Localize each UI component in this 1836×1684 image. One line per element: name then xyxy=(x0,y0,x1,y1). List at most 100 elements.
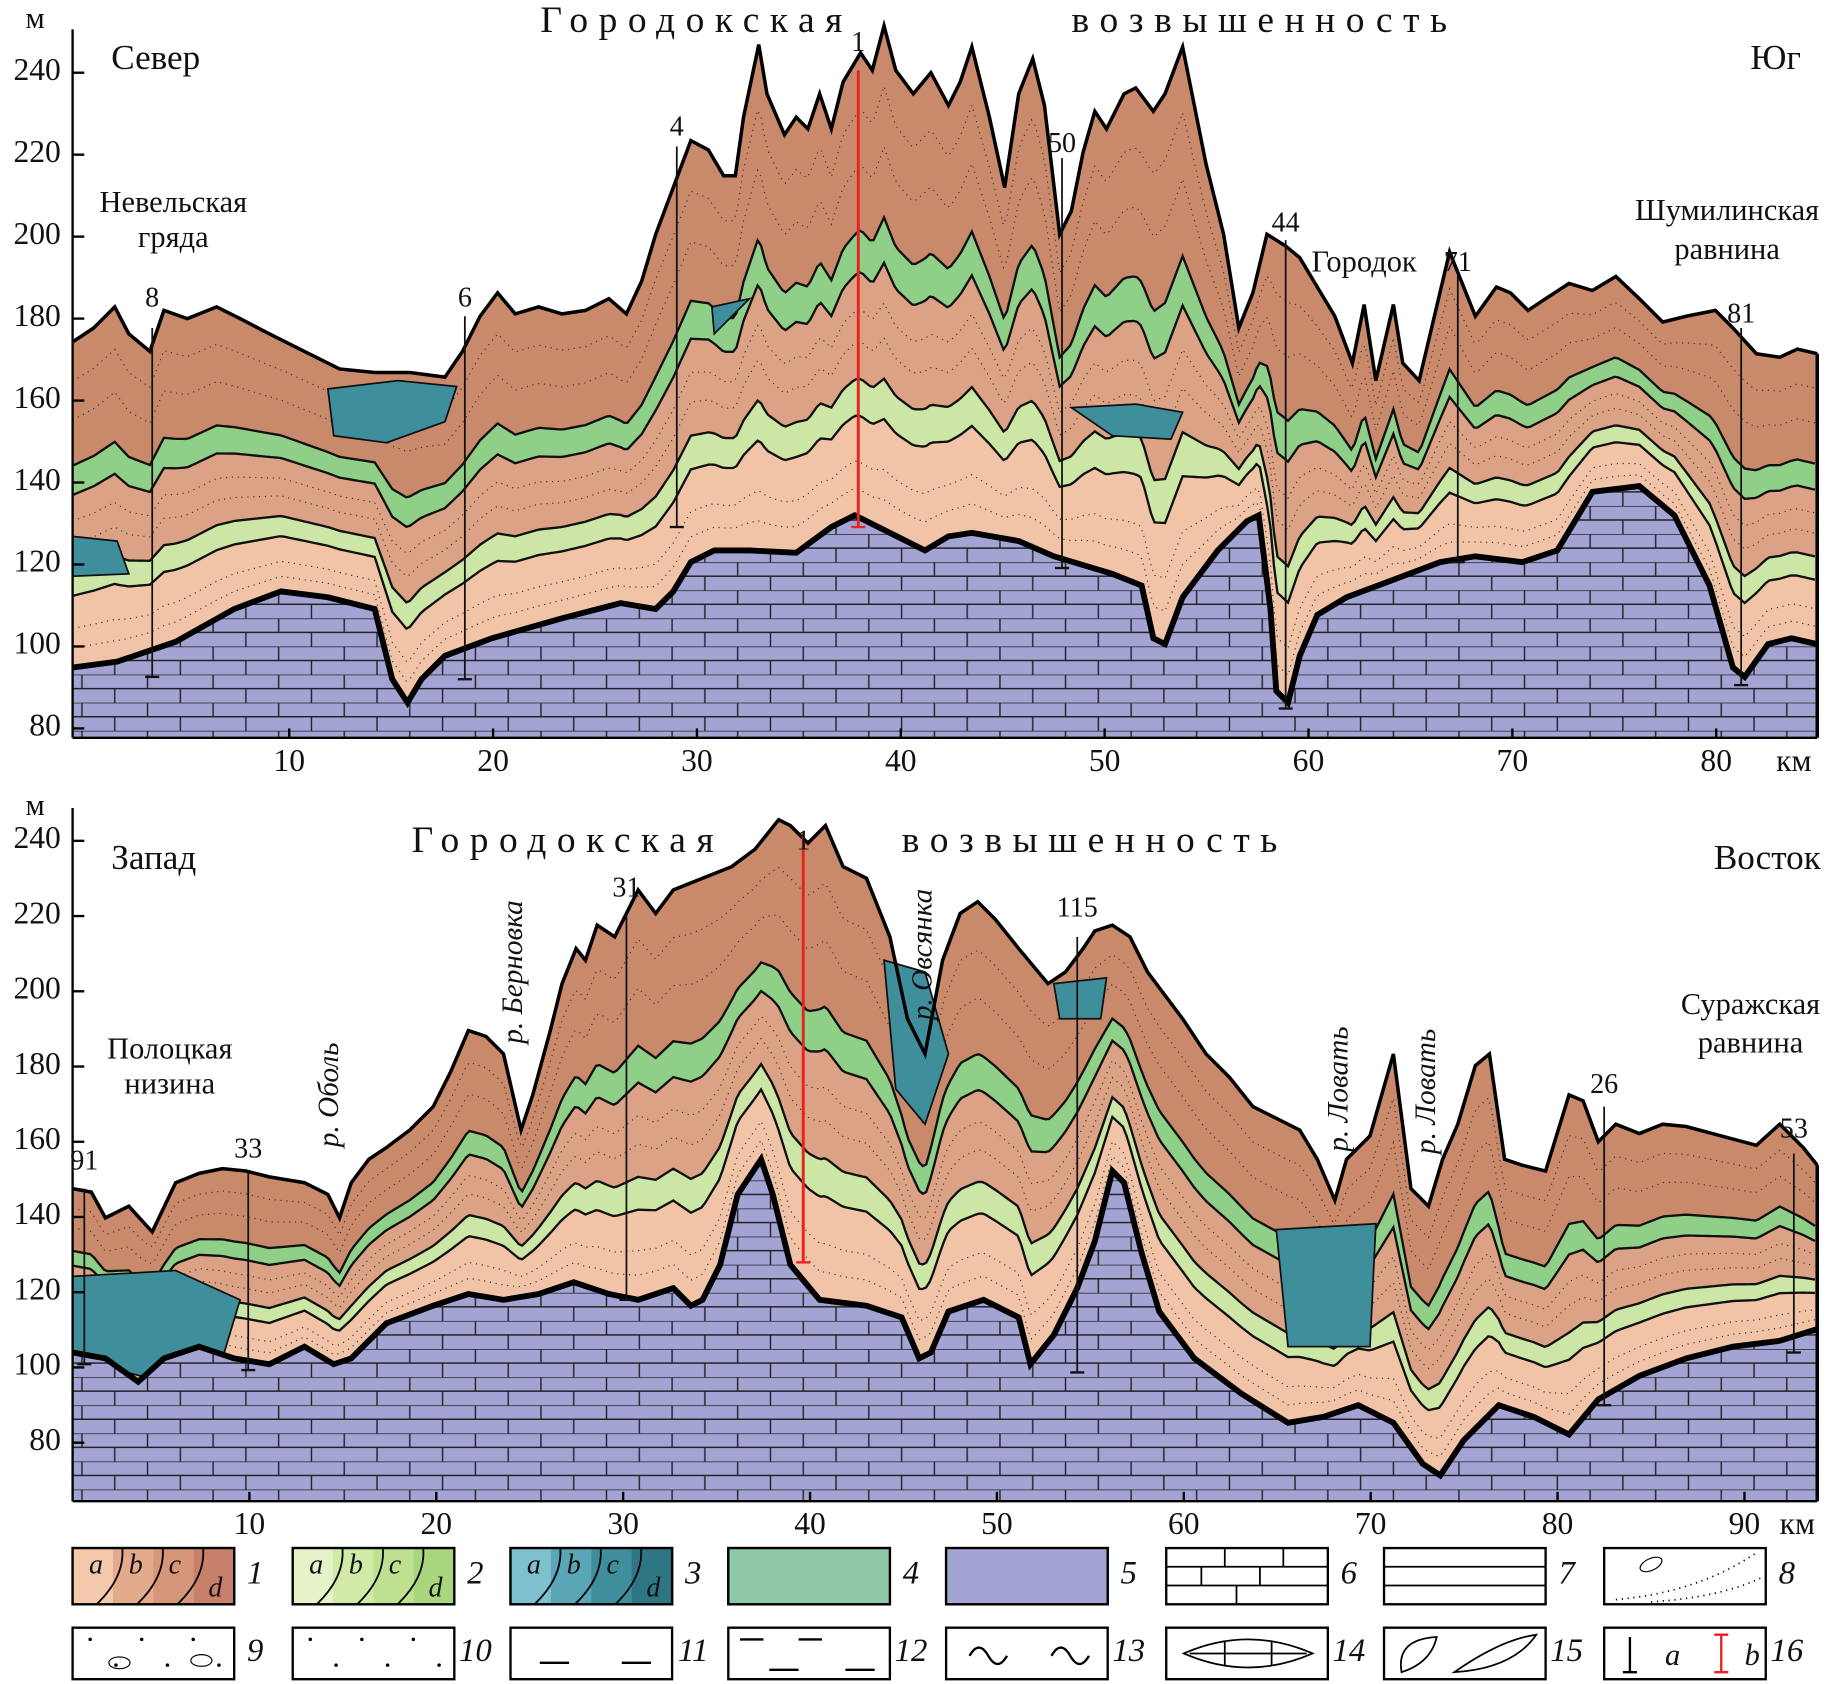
legend-dot xyxy=(437,1663,441,1667)
legend-dot xyxy=(385,1663,390,1667)
bedding-line xyxy=(72,914,1816,1270)
x-tick-label: 30 xyxy=(681,743,713,778)
legend-number: 14 xyxy=(1333,1633,1366,1669)
legend-pattern xyxy=(968,1646,1090,1666)
y-tick-label: 180 xyxy=(13,1046,60,1081)
legend-number: 9 xyxy=(247,1633,263,1669)
x-tick-label: 30 xyxy=(607,1506,639,1541)
legend-swatch xyxy=(373,1548,415,1605)
clay-lens xyxy=(326,379,458,444)
borehole-label: 31 xyxy=(612,872,640,903)
y-unit: м xyxy=(25,788,44,822)
y-tick-label: 220 xyxy=(13,895,60,930)
y-tick-label: 240 xyxy=(13,52,60,87)
y-tick-label: 240 xyxy=(13,820,60,855)
legend-item: a b cd 1 xyxy=(71,1546,263,1606)
legend-swatch xyxy=(510,1548,552,1605)
borehole-label: 44 xyxy=(1272,207,1300,238)
borehole-label: 53 xyxy=(1780,1114,1808,1145)
clay-lens xyxy=(1275,1222,1377,1348)
place-name: низина xyxy=(124,1067,215,1101)
y-unit: м xyxy=(25,1,44,35)
legend-number: 15 xyxy=(1550,1633,1583,1669)
legend-box xyxy=(509,1626,674,1681)
bedding-line xyxy=(72,1138,1816,1458)
legend-dot xyxy=(308,1637,313,1642)
bedding-line xyxy=(72,460,1816,663)
y-tick-label: 100 xyxy=(13,626,60,661)
x-tick-label: 10 xyxy=(234,1506,266,1541)
x-tick-label: 40 xyxy=(885,743,917,778)
direction-right: Восток xyxy=(1714,838,1822,877)
x-tick-label: 80 xyxy=(1700,743,1732,778)
layer-boundary xyxy=(72,414,1816,631)
y-tick-label: 120 xyxy=(13,1271,60,1306)
layer xyxy=(72,1064,1815,1411)
legend-item: 10 xyxy=(291,1626,492,1681)
legend-box xyxy=(727,1626,892,1681)
bedding-line xyxy=(72,1037,1816,1370)
legend-box xyxy=(509,1546,674,1606)
legend-box xyxy=(291,1546,456,1606)
legend-swatch xyxy=(631,1548,673,1605)
x-tick-label: 80 xyxy=(1542,1506,1574,1541)
x-tick-label: 10 xyxy=(273,743,305,778)
x-tick-label: 50 xyxy=(1089,743,1121,778)
river-name: р. Ловать xyxy=(1322,1026,1354,1153)
legend-swatch xyxy=(72,1548,114,1605)
legend-part: b xyxy=(1745,1638,1760,1672)
legend-item: 7 xyxy=(1382,1546,1576,1606)
legend-number: 1 xyxy=(247,1556,263,1592)
legend-item: 4 xyxy=(727,1546,919,1606)
layer-boundary xyxy=(72,961,1816,1308)
layer-boundary xyxy=(72,214,1816,499)
legend-divider xyxy=(396,1547,425,1605)
direction-right: Юг xyxy=(1750,38,1801,77)
legend-divider xyxy=(316,1547,344,1605)
borehole-label: 91 xyxy=(70,1145,98,1176)
legend-box xyxy=(944,1626,1109,1681)
layer-boundary xyxy=(72,1061,1816,1391)
y-tick-label: 220 xyxy=(13,134,60,169)
legend-item: a b cd 2 xyxy=(291,1546,484,1606)
legend-item: 11 xyxy=(509,1626,708,1681)
legend-item: 14 xyxy=(1165,1626,1366,1681)
clay-lens xyxy=(883,959,950,1126)
legend-swatch xyxy=(591,1548,633,1605)
place-name: Полоцкая xyxy=(107,1032,232,1066)
y-tick-label: 200 xyxy=(13,971,60,1006)
borehole-label: 6 xyxy=(458,282,472,313)
place-name: равнина xyxy=(1698,1026,1804,1060)
place-name: Суражская xyxy=(1681,987,1820,1021)
legend-pattern xyxy=(1399,1633,1539,1674)
legend-number: 4 xyxy=(903,1556,919,1592)
layer-boundary xyxy=(72,377,1816,604)
legend-dot xyxy=(360,1637,364,1642)
legend-swatch xyxy=(333,1548,375,1605)
y-tick-label: 120 xyxy=(13,544,60,579)
legend-dot xyxy=(114,1663,118,1667)
legend-pattern xyxy=(1384,1565,1546,1587)
x-unit: км xyxy=(1780,1506,1815,1541)
x-tick-label: 60 xyxy=(1168,1506,1200,1541)
x-tick-label: 40 xyxy=(794,1506,826,1541)
legend-swatch xyxy=(944,1546,1109,1606)
x-unit: км xyxy=(1776,743,1811,778)
legend-dot xyxy=(88,1637,92,1642)
legend-divider xyxy=(176,1547,205,1605)
x-tick-label: 20 xyxy=(420,1506,452,1541)
legend-part: d xyxy=(208,1573,223,1604)
clay-lens xyxy=(710,297,753,336)
place-name: Невельская xyxy=(99,185,247,219)
layer xyxy=(72,378,1815,629)
legend-number: 13 xyxy=(1112,1633,1145,1669)
legend-number: 12 xyxy=(895,1633,928,1669)
legend-pattern xyxy=(1166,1548,1328,1605)
layer xyxy=(72,990,1815,1390)
layer-boundary xyxy=(72,989,1816,1331)
legend-dot xyxy=(191,1637,195,1642)
legend-box xyxy=(1382,1546,1547,1606)
legend-dot xyxy=(411,1637,416,1642)
legend-box xyxy=(71,1626,236,1681)
legend-item: a b 16 xyxy=(1602,1626,1804,1681)
